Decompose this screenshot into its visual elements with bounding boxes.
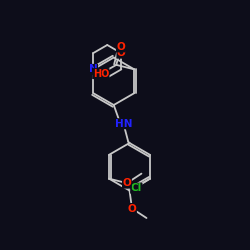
Text: HO: HO — [93, 68, 109, 78]
Text: O: O — [122, 178, 131, 188]
Text: O: O — [128, 204, 136, 214]
Text: Cl: Cl — [131, 183, 142, 193]
Text: N: N — [89, 64, 98, 74]
Text: HN: HN — [114, 119, 132, 129]
Text: O: O — [117, 48, 126, 58]
Text: O: O — [116, 42, 125, 52]
